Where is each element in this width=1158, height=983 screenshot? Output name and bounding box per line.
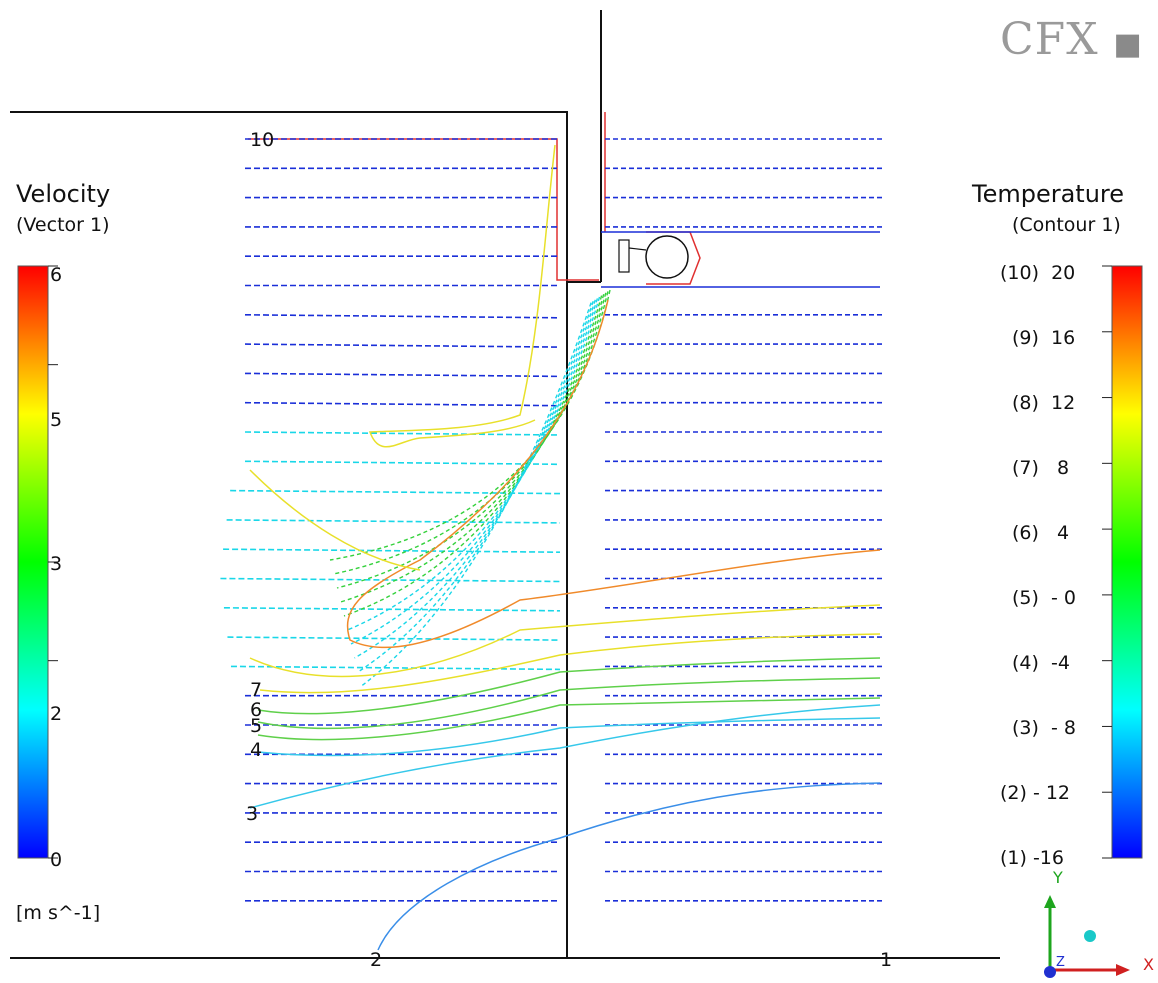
vector-row-left [244, 343, 561, 348]
velocity-legend-subtitle: (Vector 1) [16, 214, 110, 236]
velocity-tick-label: 2 [50, 703, 63, 725]
unit-connector [628, 247, 647, 251]
vector-row-left [244, 431, 561, 436]
contour-label: 1 [880, 949, 893, 971]
temperature-tick-label: (4) -4 [1012, 652, 1070, 674]
vector-row-left [230, 665, 561, 671]
temperature-contour [259, 633, 881, 694]
axis-z-label: Z [1056, 955, 1065, 970]
axis-x-label: X [1143, 955, 1154, 974]
temperature-contour [346, 299, 881, 649]
vector-row-left [223, 607, 561, 612]
vector-row-left [244, 401, 561, 407]
temperature-contour [368, 144, 556, 448]
temperature-tick-label: (2) - 12 [1000, 782, 1071, 804]
velocity-vector-field [220, 138, 882, 902]
temperature-tick-label: (3) - 8 [1012, 717, 1076, 739]
wall-left-upper [10, 111, 568, 958]
jet-vector-streak [336, 292, 607, 589]
axis-y-label: Y [1053, 868, 1063, 887]
jet-vector-streak [350, 298, 599, 645]
triad-z-dot [1044, 966, 1056, 978]
temperature-tick-label: (8) 12 [1012, 392, 1076, 414]
temperature-contour [257, 697, 881, 741]
velocity-tick-label: 5 [50, 409, 63, 431]
cfx-logo-mark-icon: ■ [1113, 27, 1143, 62]
temperature-contour [257, 657, 881, 715]
contour-label: 5 [250, 715, 263, 737]
jet-vector-streak [343, 295, 603, 617]
unit-fan-circle [645, 235, 689, 279]
contour-label: 2 [370, 949, 383, 971]
vector-row-left [244, 314, 561, 319]
velocity-tick-label: 3 [50, 553, 63, 575]
domain-geometry [10, 10, 1000, 959]
unit-coil [618, 239, 630, 273]
vector-row-left [220, 577, 561, 583]
temperature-contour-lines [249, 144, 881, 951]
vector-row-left [244, 372, 561, 378]
velocity-tick-label: 0 [50, 849, 63, 871]
temperature-color-bar [1111, 265, 1143, 859]
jet-vector-streak [354, 299, 596, 659]
vector-row-left [244, 460, 561, 466]
triad-view-sphere [1084, 930, 1096, 942]
contour-label: 10 [250, 129, 275, 151]
axis-triad [1044, 895, 1130, 978]
velocity-legend-title: Velocity [16, 180, 111, 208]
vector-row-left [226, 519, 561, 524]
vector-row-left [230, 489, 561, 495]
temperature-contour [257, 677, 881, 730]
contour-label: 4 [250, 739, 263, 761]
contour-label: 7 [250, 679, 263, 701]
contour-label: 6 [250, 699, 263, 721]
vector-row-left [223, 548, 561, 553]
temperature-contour [377, 782, 881, 951]
jet-vector-streak [357, 300, 594, 673]
triad-x-arrow [1116, 964, 1130, 976]
cfx-logo: CFX ■ [1000, 14, 1143, 65]
jet-vector-streak [340, 294, 605, 603]
temperature-contour [249, 704, 881, 809]
cfx-logo-text: CFX [1000, 14, 1099, 65]
legend-color-bars [17, 265, 1143, 859]
temperature-contour [257, 717, 881, 757]
vector-row-left [227, 636, 561, 641]
contour-label: 3 [246, 803, 259, 825]
temperature-tick-label: (7) 8 [1012, 457, 1070, 479]
temperature-tick-label: (1) -16 [1000, 847, 1064, 869]
inlet-outline [248, 138, 599, 281]
temperature-legend-subtitle: (Contour 1) [1012, 214, 1121, 236]
triad-y-arrow [1044, 895, 1056, 908]
temperature-tick-label: (6) 4 [1012, 522, 1070, 544]
jet-vector-streak [347, 296, 601, 631]
temperature-tick-label: (10) 20 [1000, 262, 1076, 284]
jet-vector-streak [333, 291, 609, 575]
temperature-tick-label: (9) 16 [1012, 327, 1076, 349]
velocity-legend-unit: [m s^-1] [16, 902, 101, 924]
velocity-color-bar [17, 265, 49, 859]
temperature-contour [249, 469, 881, 678]
velocity-tick-label: 6 [50, 264, 63, 286]
jet-vector-streak [361, 302, 592, 687]
temperature-legend-title: Temperature [972, 180, 1125, 208]
temperature-tick-label: (5) - 0 [1012, 587, 1076, 609]
